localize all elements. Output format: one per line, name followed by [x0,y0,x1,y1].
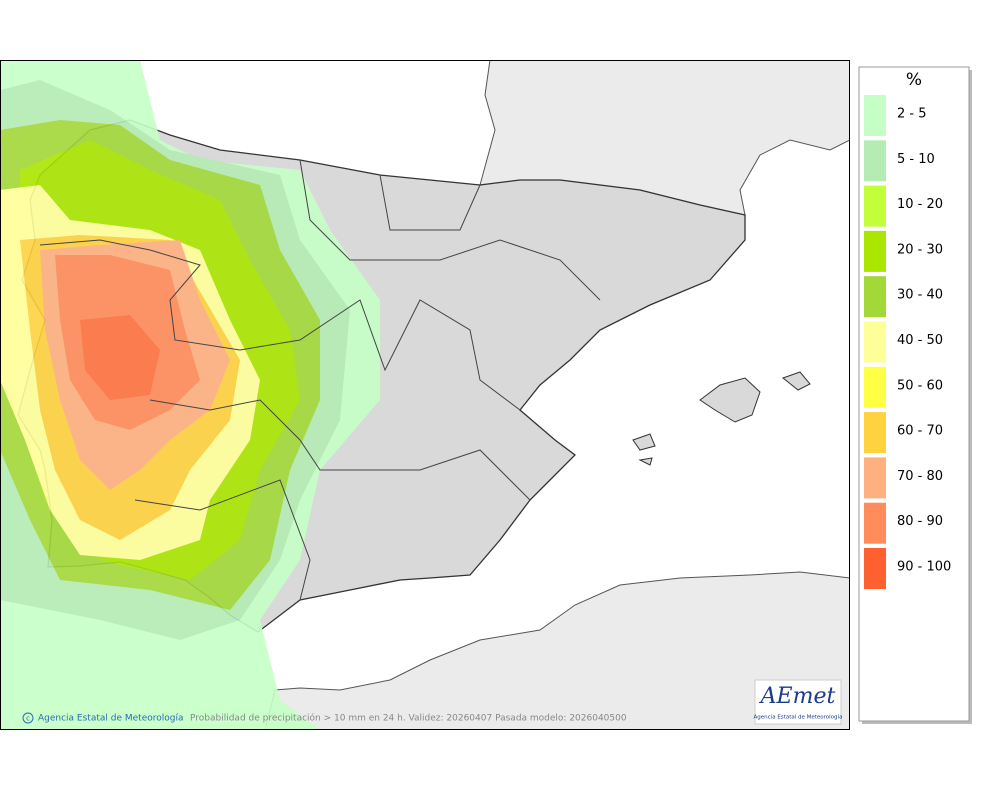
legend-label: 2 - 5 [897,107,927,122]
legend-label: 10 - 20 [897,197,943,212]
map [0,60,850,730]
legend-label: 20 - 30 [897,242,943,257]
legend-swatch [864,412,886,454]
legend-swatch [864,276,886,318]
legend-label: 30 - 40 [897,288,943,303]
legend-swatch [864,95,886,136]
map-frame [0,60,850,730]
legend-swatch [864,321,886,363]
africa [264,571,850,730]
caption: Probabilidad de precipitación > 10 mm en… [190,713,627,724]
legend-label: 5 - 10 [897,152,935,167]
legend-swatch [864,548,886,589]
legend-swatch [864,140,886,182]
islands [632,371,811,466]
legend-label: 70 - 80 [897,469,943,484]
legend-items: 2 - 5 5 - 10 10 - 20 20 - 30 30 - 40 40 - 50 5… [864,95,951,589]
legend-swatch [864,457,886,499]
copyright-icon [22,712,34,724]
legend-label: 40 - 50 [897,333,943,348]
legend-label: 60 - 70 [897,424,943,439]
legend-swatch [864,185,886,227]
legend-label: 80 - 90 [897,514,943,529]
logo-name: AEmet [759,684,836,709]
legend-swatch [864,502,886,544]
legend-swatch [864,230,886,272]
legend-swatch [864,366,886,408]
legend-unit: % [906,70,922,90]
legend-label: 90 - 100 [897,560,951,575]
logo-subtitle: Agencia Estatal de Meteorología [754,714,843,721]
probability-field [0,60,380,730]
region-borders [39,159,601,601]
credit: Agencia Estatal de Meteorología [38,714,184,724]
copyright-icon-c: c [26,715,30,723]
legend-label: 50 - 60 [897,378,943,393]
logo-box [754,679,842,725]
